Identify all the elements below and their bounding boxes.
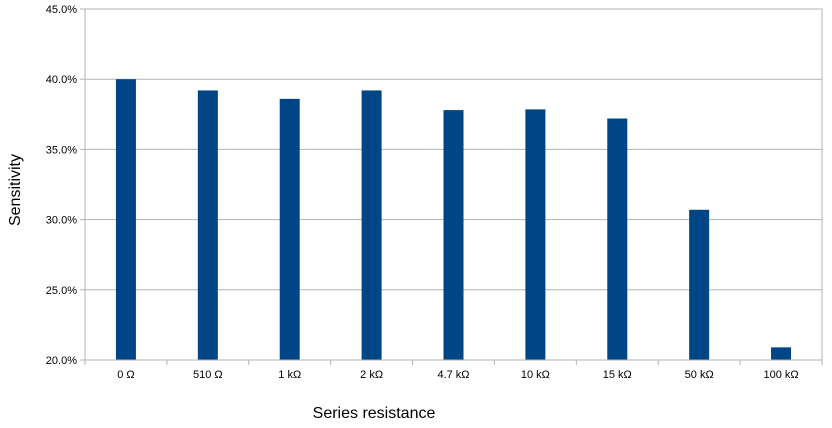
x-tick-label: 2 kΩ — [360, 369, 383, 381]
bar — [279, 98, 300, 360]
bar — [771, 347, 792, 360]
y-tick-label: 30.0% — [46, 215, 77, 227]
x-tick-label: 15 kΩ — [603, 369, 632, 381]
bar — [607, 118, 628, 361]
bar — [443, 110, 464, 360]
x-tick-label: 0 Ω — [117, 369, 134, 381]
y-tick-labels: 20.0% 25.0% 30.0% 35.0% 40.0% 45.0% — [46, 4, 77, 367]
bar — [689, 209, 710, 360]
y-axis-title: Sensitivity — [7, 154, 24, 226]
x-axis-title: Series resistance — [313, 405, 436, 422]
x-tick-label: 1 kΩ — [278, 369, 301, 381]
y-tick-label: 20.0% — [46, 355, 77, 367]
y-tick-label: 40.0% — [46, 74, 77, 86]
x-tick-label: 50 kΩ — [685, 369, 714, 381]
bars — [115, 79, 792, 361]
x-tick-label: 100 kΩ — [763, 369, 798, 381]
bar — [525, 109, 546, 360]
x-tick-label: 10 kΩ — [521, 369, 550, 381]
x-tick-label: 4.7 kΩ — [437, 369, 469, 381]
y-tick-label: 25.0% — [46, 285, 77, 297]
x-tick-label: 510 Ω — [193, 369, 223, 381]
x-tick-labels: 0 Ω 510 Ω 1 kΩ 2 kΩ 4.7 kΩ 10 kΩ 15 kΩ 50 kΩ 100… — [117, 369, 798, 381]
y-tick-label: 45.0% — [46, 4, 77, 16]
y-tick-label: 35.0% — [46, 144, 77, 156]
axes — [80, 8, 823, 365]
bar — [197, 90, 218, 360]
bar — [361, 90, 382, 360]
bar — [115, 79, 136, 360]
